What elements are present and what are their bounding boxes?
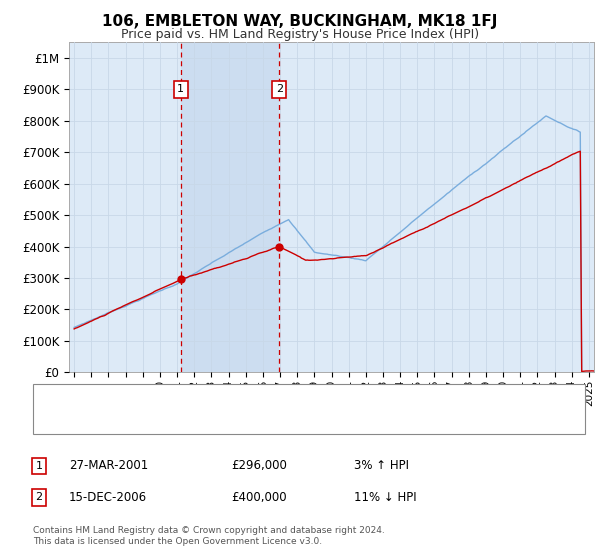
Text: £400,000: £400,000 <box>231 491 287 504</box>
Text: 11% ↓ HPI: 11% ↓ HPI <box>354 491 416 504</box>
Text: £296,000: £296,000 <box>231 459 287 473</box>
Text: Price paid vs. HM Land Registry's House Price Index (HPI): Price paid vs. HM Land Registry's House … <box>121 28 479 41</box>
Text: 1: 1 <box>177 84 184 94</box>
Text: HPI: Average price, detached house, Buckinghamshire: HPI: Average price, detached house, Buck… <box>81 417 384 426</box>
Text: 106, EMBLETON WAY, BUCKINGHAM, MK18 1FJ (detached house): 106, EMBLETON WAY, BUCKINGHAM, MK18 1FJ … <box>81 393 442 403</box>
Text: 1: 1 <box>35 461 43 471</box>
Bar <box>181 42 280 372</box>
Text: 27-MAR-2001: 27-MAR-2001 <box>69 459 148 473</box>
Text: 15-DEC-2006: 15-DEC-2006 <box>69 491 147 504</box>
Text: 2: 2 <box>276 84 283 94</box>
Text: Contains HM Land Registry data © Crown copyright and database right 2024.
This d: Contains HM Land Registry data © Crown c… <box>33 526 385 546</box>
Text: 106, EMBLETON WAY, BUCKINGHAM, MK18 1FJ: 106, EMBLETON WAY, BUCKINGHAM, MK18 1FJ <box>103 14 497 29</box>
Text: 2: 2 <box>35 492 43 502</box>
Text: 3% ↑ HPI: 3% ↑ HPI <box>354 459 409 473</box>
